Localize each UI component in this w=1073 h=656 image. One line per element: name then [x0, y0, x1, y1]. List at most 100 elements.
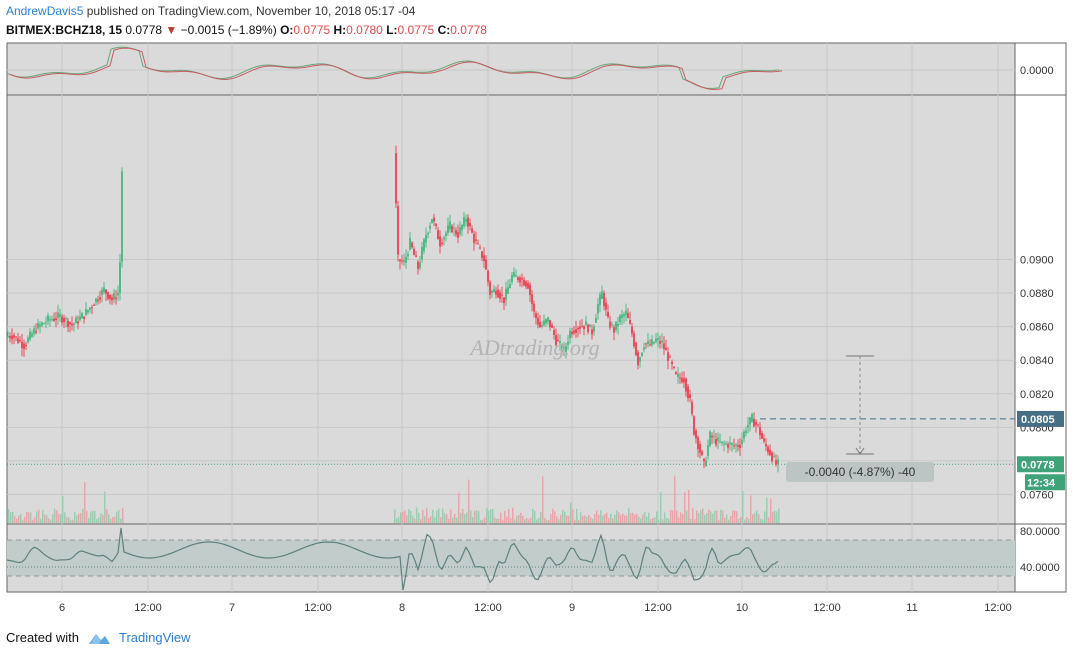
- candle-body: [13, 335, 15, 338]
- volume-bar: [754, 512, 756, 523]
- candle-body: [675, 371, 677, 374]
- close-value: 0.0778: [450, 23, 487, 37]
- candle-body: [51, 319, 53, 321]
- volume-bar: [540, 512, 542, 523]
- volume-bar: [476, 510, 478, 523]
- volume-bar: [484, 517, 486, 523]
- candle-body: [575, 329, 577, 333]
- candle-body: [623, 314, 625, 317]
- candle-body: [569, 330, 571, 339]
- volume-bar: [740, 517, 742, 523]
- candle-body: [663, 343, 665, 349]
- candle-body: [523, 279, 525, 286]
- volume-bar: [406, 515, 408, 523]
- candle-body: [77, 321, 79, 324]
- watermark: ADtrading.org: [468, 335, 599, 360]
- volume-bar: [106, 509, 108, 523]
- volume-bar: [500, 512, 502, 523]
- volume-bar: [530, 517, 532, 523]
- candle-body: [757, 424, 759, 426]
- volume-bar: [538, 517, 540, 523]
- candle-body: [475, 239, 477, 241]
- candle-body: [479, 247, 481, 249]
- volume-bar: [72, 519, 74, 523]
- candle-body: [671, 361, 673, 365]
- candle-body: [429, 225, 431, 229]
- candle-body: [617, 324, 619, 327]
- candle-body: [95, 298, 97, 303]
- candle-body: [669, 356, 671, 358]
- candle-body: [559, 341, 561, 343]
- volume-bar: [580, 512, 582, 523]
- measure-arrow-icon: [855, 447, 865, 455]
- candle-body: [701, 451, 703, 455]
- candle-body: [733, 445, 735, 447]
- volume-bar: [482, 519, 484, 523]
- volume-bar: [24, 517, 26, 523]
- candle-body: [441, 242, 443, 245]
- momentum-signal-line: [9, 47, 783, 91]
- candle-body: [747, 424, 749, 428]
- volume-bar: [446, 514, 448, 523]
- candle-body: [509, 284, 511, 289]
- volume-bar: [724, 517, 726, 523]
- volume-bar: [564, 511, 566, 523]
- candle-body: [9, 336, 11, 339]
- volume-bar: [442, 508, 444, 523]
- candle-body: [533, 303, 535, 312]
- candle-body: [487, 270, 489, 283]
- candle-body: [535, 313, 537, 319]
- volume-bar: [736, 511, 738, 523]
- volume-bar: [738, 519, 740, 523]
- author-link[interactable]: AndrewDavis5: [6, 4, 84, 18]
- candle-body: [649, 344, 651, 346]
- volume-bar: [704, 515, 706, 523]
- measure-high-tag: [1017, 410, 1064, 427]
- price-tick-label: 0.0840: [1020, 355, 1054, 367]
- volume-bar: [612, 518, 614, 523]
- candle-body: [729, 442, 731, 445]
- candle-body: [73, 323, 75, 325]
- volume-bar: [682, 513, 684, 523]
- volume-bar: [670, 509, 672, 523]
- candle-body: [751, 414, 753, 422]
- tradingview-link[interactable]: TradingView: [118, 630, 191, 645]
- volume-bar: [28, 512, 30, 523]
- volume-bar: [648, 512, 650, 523]
- candle-body: [525, 281, 527, 287]
- candle-body: [409, 237, 411, 250]
- volume-bar: [96, 518, 98, 523]
- countdown-tag: [1025, 474, 1065, 491]
- candle-body: [401, 260, 403, 262]
- volume-bar: [412, 515, 414, 523]
- volume-bar: [574, 519, 576, 523]
- volume-bar: [84, 482, 86, 523]
- price-chart[interactable]: 6 12:00 7 12:00 8 12:00 9 12:00 10 12:00 11 12:00 0.…: [0, 0, 1073, 625]
- volume-bar: [434, 517, 436, 523]
- candle-body: [601, 291, 603, 299]
- candle-body: [439, 236, 441, 247]
- symbol-info: BITMEX:BCHZ18, 15 0.0778 ▼ −0.0015 (−1.8…: [6, 23, 487, 37]
- volume-bar: [440, 517, 442, 523]
- volume-bar: [102, 514, 104, 523]
- candle-body: [667, 352, 669, 361]
- candle-body: [71, 323, 73, 326]
- volume-bar: [602, 515, 604, 523]
- volume-bar: [772, 511, 774, 523]
- candle-body: [97, 299, 99, 302]
- candle-body: [67, 320, 69, 328]
- candle-body: [637, 352, 639, 366]
- volume-bar: [532, 508, 534, 523]
- volume-bar: [570, 502, 572, 523]
- volume-bar: [546, 519, 548, 523]
- candle-body: [613, 327, 615, 333]
- volume-bar: [514, 519, 516, 523]
- candle-body: [455, 230, 457, 235]
- volume-bar: [64, 512, 66, 523]
- candle-body: [553, 329, 555, 336]
- volume-bar: [544, 517, 546, 523]
- candle-body: [631, 326, 633, 334]
- candle-body: [497, 289, 499, 298]
- candle-body: [465, 219, 467, 222]
- volume-bar: [586, 516, 588, 523]
